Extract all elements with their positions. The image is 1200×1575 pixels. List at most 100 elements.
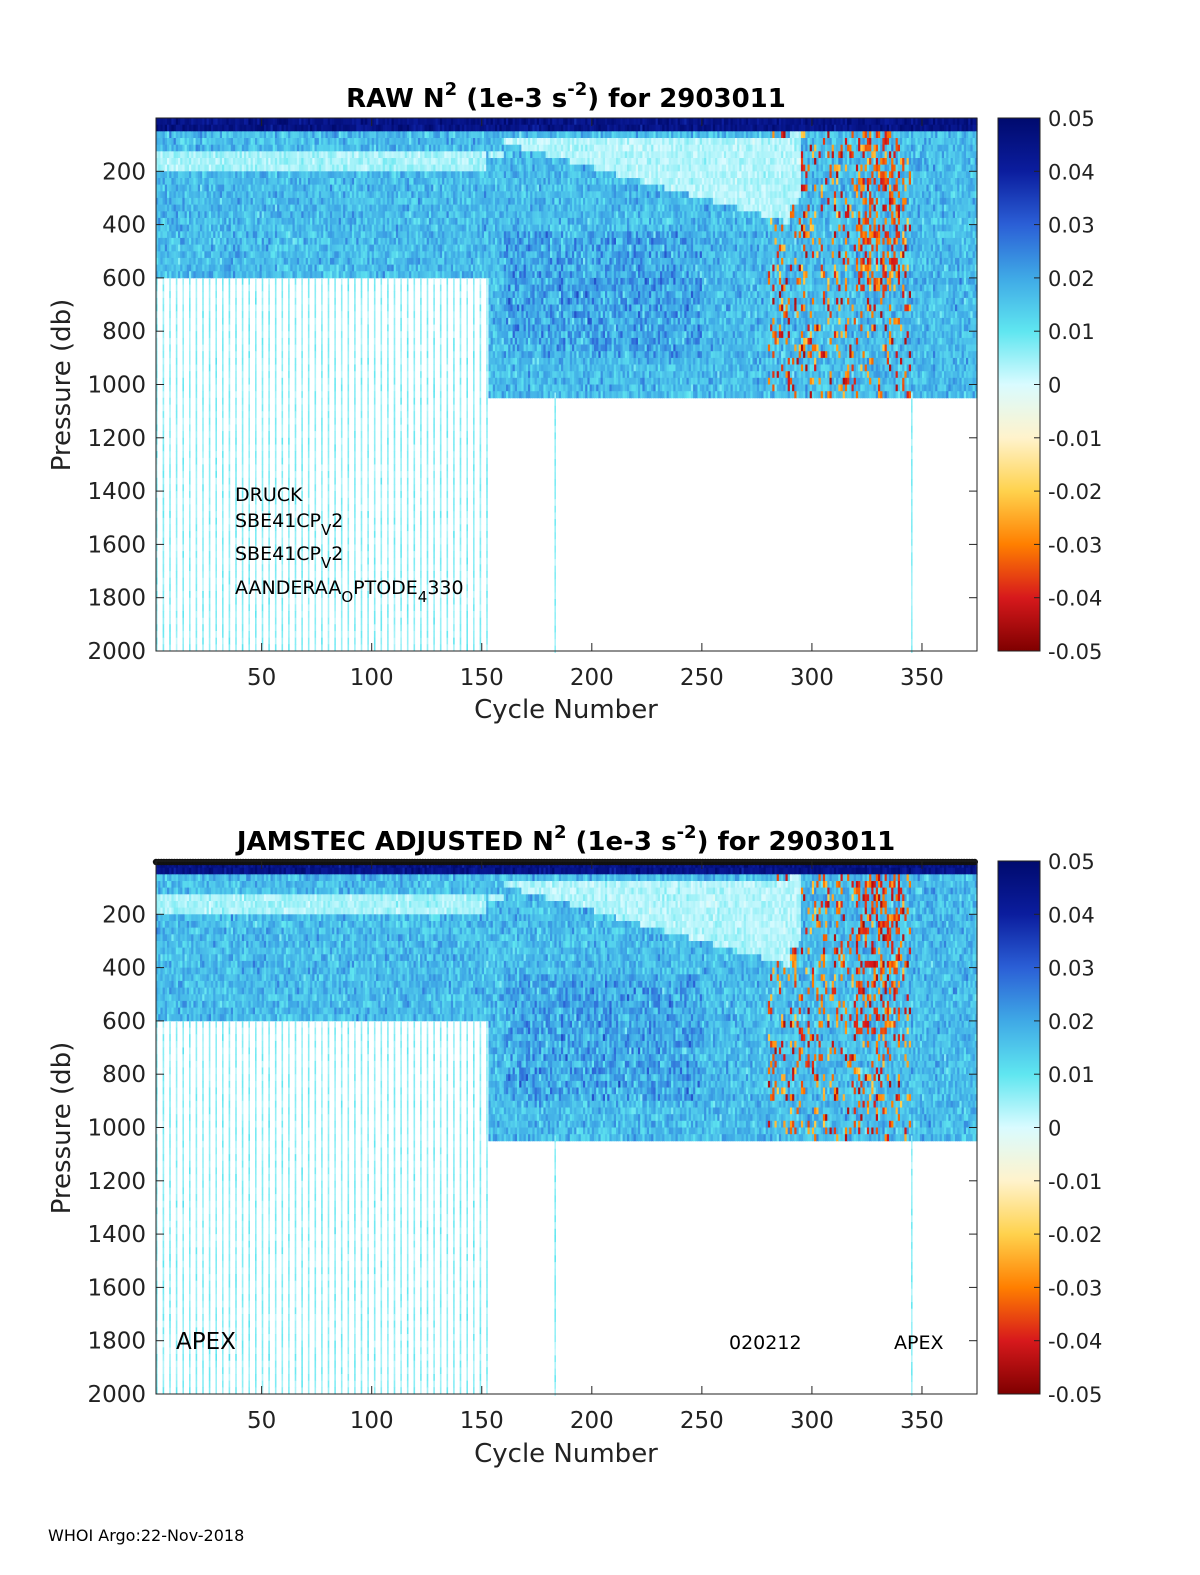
heatmap-cell [248,264,252,272]
heatmap-cell [272,171,276,179]
heatmap-cell [301,144,305,152]
heatmap-cell [195,271,199,279]
heatmap-cell [237,257,241,265]
heatmap-cell [167,237,170,245]
heatmap-cell [167,131,170,139]
heatmap-cell [158,118,161,126]
heatmap-cell [206,171,210,179]
heatmap-cell [283,118,287,126]
heatmap-column [208,118,212,279]
heatmap-cell [200,237,203,245]
heatmap-cell [277,178,280,186]
heatmap-cell [167,251,170,259]
heatmap-cell [204,197,208,205]
heatmap-cell [294,237,298,245]
heatmap-cell [290,164,294,172]
heatmap-cell [270,164,274,172]
heatmap-cell [288,197,291,205]
heatmap-cell [285,158,289,166]
heatmap-cell [158,211,161,219]
heatmap-cell [292,158,296,166]
heatmap-cell [213,211,216,219]
heatmap-cell [246,204,249,212]
heatmap-cell [301,191,305,199]
heatmap-cell [274,237,278,245]
heatmap-cell [292,257,296,265]
heatmap-cell [215,171,219,179]
heatmap-cell [239,257,243,265]
heatmap-cell [215,197,219,205]
heatmap-cell [193,257,197,265]
heatmap-cell [206,244,210,252]
heatmap-cell [255,224,258,232]
heatmap-cell [175,131,179,139]
heatmap-cell [180,231,183,239]
heatmap-cell [305,144,309,152]
heatmap-column [292,118,296,279]
heatmap-cell [283,184,287,192]
heatmap-cell [307,257,311,265]
heatmap-cell [222,211,225,219]
heatmap-cell [312,184,316,192]
heatmap-cell [230,204,234,212]
heatmap-cell [288,264,291,272]
heatmap-cell [173,178,177,186]
heatmap-cell [180,264,183,272]
heatmap-cell [226,118,230,126]
heatmap-cell [259,244,263,252]
heatmap-cell [248,191,252,199]
heatmap-cell [246,138,249,146]
heatmap-column [266,118,269,279]
heatmap-cell [272,231,276,239]
heatmap-cell [283,191,287,199]
heatmap-column [213,118,216,279]
heatmap-cell [180,271,183,279]
heatmap-cell [250,178,254,186]
heatmap-cell [226,231,230,239]
heatmap-cell [226,211,230,219]
heatmap-cell [175,171,179,179]
heatmap-column [200,118,203,279]
heatmap-cell [235,164,238,172]
heatmap-cell [169,164,172,172]
heatmap-cell [200,158,203,166]
heatmap-cell [233,138,236,146]
heatmap-cell [162,204,166,212]
heatmap-cell [182,217,186,225]
heatmap-cell [222,264,225,272]
heatmap-cell [303,224,307,232]
heatmap-cell [255,204,258,212]
heatmap-cell [310,231,313,239]
heatmap-cell [268,244,272,252]
heatmap-cell [178,217,181,225]
heatmap-cell [195,151,199,159]
heatmap-cell [191,158,194,166]
heatmap-cell [246,197,249,205]
heatmap-cell [206,138,210,146]
heatmap-cell [237,124,241,132]
heatmap-cell [164,217,168,225]
heatmap-cell [191,151,194,159]
heatmap-cell [186,211,190,219]
heatmap-cell [288,138,291,146]
heatmap-cell [305,158,309,166]
heatmap-cell [301,151,305,159]
heatmap-cell [259,151,263,159]
heatmap-cell [301,224,305,232]
heatmap-cell [301,251,305,259]
heatmap-cell [237,204,241,212]
heatmap-cell [178,184,181,192]
heatmap-cell [263,224,267,232]
heatmap-cell [250,264,254,272]
heatmap-cell [307,271,311,279]
heatmap-cell [285,171,289,179]
heatmap-cell [167,158,170,166]
heatmap-cell [167,144,170,152]
heatmap-cell [180,178,183,186]
heatmap-cell [283,131,287,139]
heatmap-cell [182,158,186,166]
heatmap-cell [215,251,219,259]
heatmap-cell [193,124,197,132]
heatmap-cell [184,257,188,265]
heatmap-column [268,118,272,279]
